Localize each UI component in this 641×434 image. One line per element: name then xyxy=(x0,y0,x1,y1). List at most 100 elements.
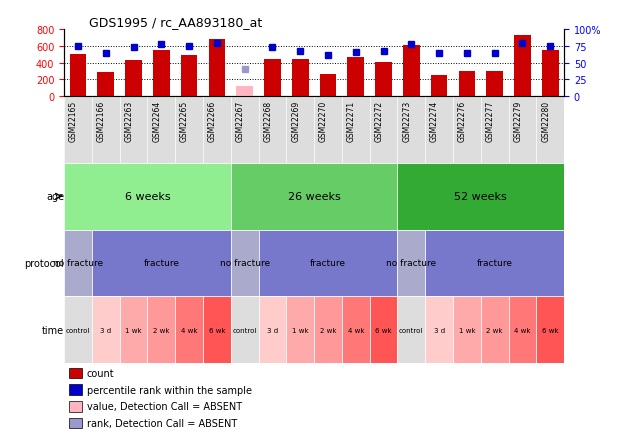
Text: no fracture: no fracture xyxy=(220,259,270,268)
Bar xyxy=(181,56,197,97)
Text: 26 weeks: 26 weeks xyxy=(288,192,340,202)
Text: GSM22166: GSM22166 xyxy=(97,100,106,141)
Text: 4 wk: 4 wk xyxy=(514,327,531,333)
FancyBboxPatch shape xyxy=(147,296,175,363)
FancyBboxPatch shape xyxy=(120,296,147,363)
Bar xyxy=(542,51,558,97)
Bar xyxy=(208,40,225,97)
Text: 4 wk: 4 wk xyxy=(347,327,364,333)
Text: age: age xyxy=(46,192,64,202)
FancyBboxPatch shape xyxy=(508,296,537,363)
FancyBboxPatch shape xyxy=(370,296,397,363)
Text: no fracture: no fracture xyxy=(53,259,103,268)
FancyBboxPatch shape xyxy=(287,296,314,363)
FancyBboxPatch shape xyxy=(481,296,508,363)
Text: 2 wk: 2 wk xyxy=(153,327,170,333)
Text: 6 wk: 6 wk xyxy=(208,327,225,333)
FancyBboxPatch shape xyxy=(537,296,564,363)
FancyBboxPatch shape xyxy=(425,296,453,363)
FancyBboxPatch shape xyxy=(231,164,397,230)
Text: percentile rank within the sample: percentile rank within the sample xyxy=(87,385,252,395)
Text: GSM22277: GSM22277 xyxy=(486,100,495,141)
Text: GSM22263: GSM22263 xyxy=(124,100,133,141)
Bar xyxy=(375,63,392,97)
Bar xyxy=(320,75,337,97)
Text: GSM22266: GSM22266 xyxy=(208,100,217,141)
FancyBboxPatch shape xyxy=(92,230,231,296)
Text: 2 wk: 2 wk xyxy=(320,327,337,333)
Text: 1 wk: 1 wk xyxy=(125,327,142,333)
FancyBboxPatch shape xyxy=(258,230,397,296)
Text: 2 wk: 2 wk xyxy=(487,327,503,333)
Bar xyxy=(487,72,503,97)
Text: time: time xyxy=(42,325,64,335)
Text: GSM22280: GSM22280 xyxy=(541,100,550,141)
Text: control: control xyxy=(233,327,257,333)
Text: 3 d: 3 d xyxy=(267,327,278,333)
Text: GDS1995 / rc_AA893180_at: GDS1995 / rc_AA893180_at xyxy=(89,16,262,29)
Text: 52 weeks: 52 weeks xyxy=(454,192,507,202)
Text: GSM22264: GSM22264 xyxy=(153,100,162,141)
Text: GSM22270: GSM22270 xyxy=(319,100,328,141)
Bar xyxy=(125,61,142,97)
Text: no fracture: no fracture xyxy=(387,259,437,268)
FancyBboxPatch shape xyxy=(258,296,287,363)
Bar xyxy=(69,368,81,378)
FancyBboxPatch shape xyxy=(175,296,203,363)
Text: count: count xyxy=(87,368,114,378)
FancyBboxPatch shape xyxy=(64,230,92,296)
Bar xyxy=(403,46,420,97)
Text: 6 wk: 6 wk xyxy=(375,327,392,333)
Text: GSM22279: GSM22279 xyxy=(513,100,522,141)
Text: 1 wk: 1 wk xyxy=(292,327,308,333)
Text: 1 wk: 1 wk xyxy=(458,327,475,333)
Bar xyxy=(514,36,531,97)
Text: GSM22272: GSM22272 xyxy=(374,100,383,141)
Bar xyxy=(347,58,364,97)
FancyBboxPatch shape xyxy=(453,296,481,363)
Text: GSM22265: GSM22265 xyxy=(180,100,189,141)
FancyBboxPatch shape xyxy=(397,164,564,230)
Text: value, Detection Call = ABSENT: value, Detection Call = ABSENT xyxy=(87,401,242,411)
Text: GSM22269: GSM22269 xyxy=(291,100,300,141)
FancyBboxPatch shape xyxy=(342,296,370,363)
Text: GSM22165: GSM22165 xyxy=(69,100,78,141)
Bar xyxy=(431,76,447,97)
FancyBboxPatch shape xyxy=(314,296,342,363)
Text: control: control xyxy=(66,327,90,333)
FancyBboxPatch shape xyxy=(425,230,564,296)
Text: control: control xyxy=(399,327,424,333)
FancyBboxPatch shape xyxy=(203,296,231,363)
FancyBboxPatch shape xyxy=(231,296,258,363)
Text: rank, Detection Call = ABSENT: rank, Detection Call = ABSENT xyxy=(87,418,237,428)
Bar xyxy=(69,385,81,395)
Text: fracture: fracture xyxy=(310,259,346,268)
Bar xyxy=(153,51,170,97)
Text: 3 d: 3 d xyxy=(433,327,445,333)
Text: GSM22276: GSM22276 xyxy=(458,100,467,141)
Text: GSM22267: GSM22267 xyxy=(236,100,245,141)
Text: protocol: protocol xyxy=(24,258,64,268)
Bar xyxy=(237,87,253,97)
Bar xyxy=(292,59,308,97)
Text: GSM22271: GSM22271 xyxy=(347,100,356,141)
Bar xyxy=(69,401,81,412)
Bar xyxy=(97,72,114,97)
Text: 3 d: 3 d xyxy=(100,327,112,333)
Text: 6 weeks: 6 weeks xyxy=(124,192,171,202)
Text: 4 wk: 4 wk xyxy=(181,327,197,333)
Text: 6 wk: 6 wk xyxy=(542,327,558,333)
Bar xyxy=(69,418,81,428)
Bar xyxy=(458,72,475,97)
FancyBboxPatch shape xyxy=(231,230,258,296)
FancyBboxPatch shape xyxy=(64,296,92,363)
FancyBboxPatch shape xyxy=(64,164,231,230)
Bar xyxy=(70,55,87,97)
FancyBboxPatch shape xyxy=(92,296,120,363)
Text: fracture: fracture xyxy=(144,259,179,268)
Bar xyxy=(264,59,281,97)
Text: GSM22274: GSM22274 xyxy=(430,100,439,141)
Text: GSM22273: GSM22273 xyxy=(403,100,412,141)
Text: fracture: fracture xyxy=(477,259,513,268)
FancyBboxPatch shape xyxy=(397,296,425,363)
